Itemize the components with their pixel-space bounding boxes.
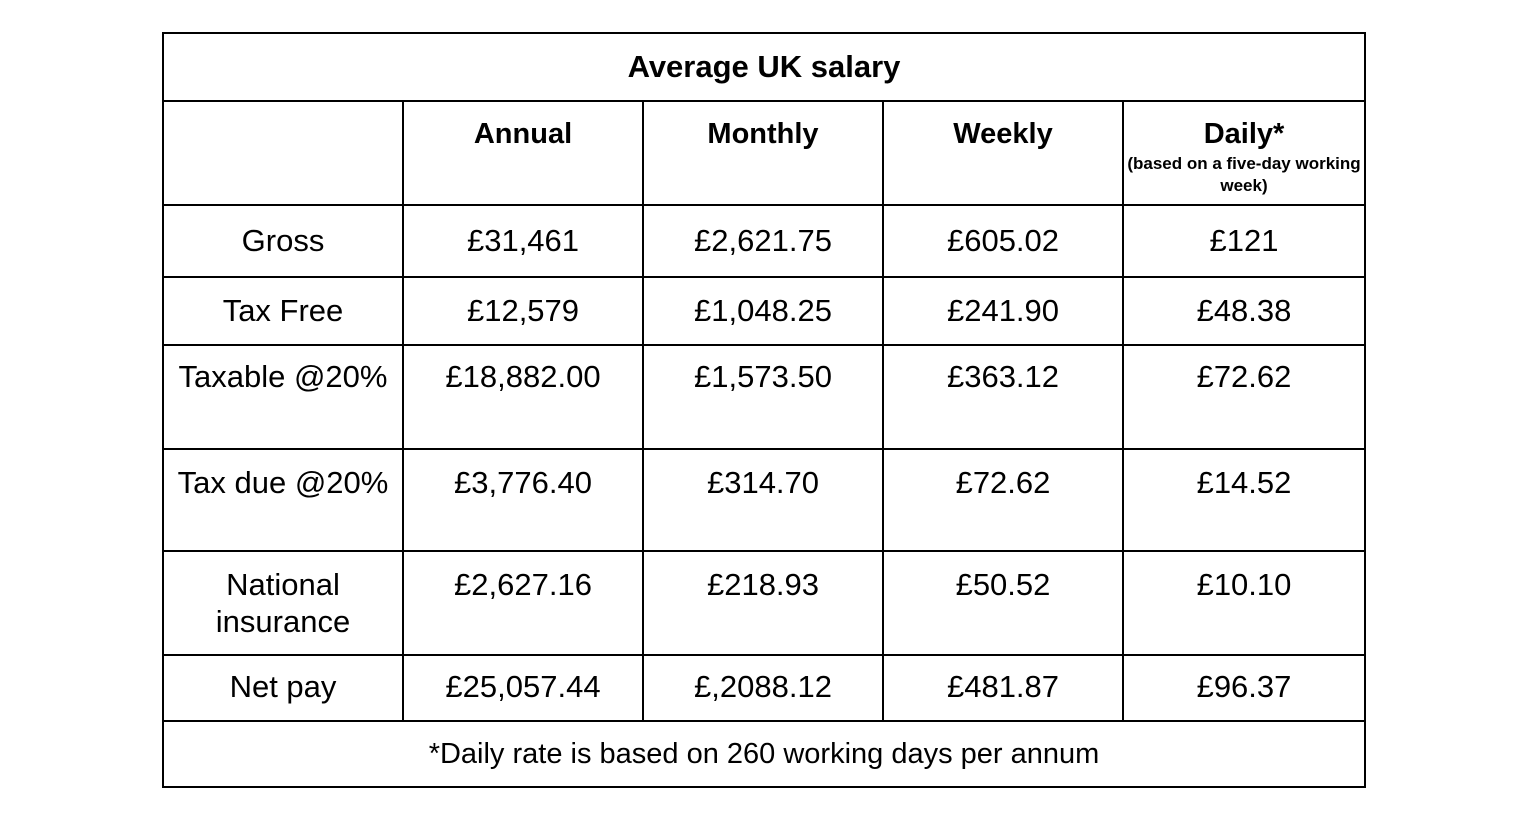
cell-weekly: £605.02: [882, 204, 1124, 278]
title-row: Average UK salary: [162, 32, 1366, 102]
cell-weekly: £50.52: [882, 550, 1124, 656]
cell-daily: £48.38: [1122, 276, 1366, 346]
cell-annual: £18,882.00: [402, 344, 644, 450]
row-label: Tax Free: [162, 276, 404, 346]
table-footnote: *Daily rate is based on 260 working days…: [162, 720, 1366, 788]
cell-daily: £10.10: [1122, 550, 1366, 656]
cell-daily: £121: [1122, 204, 1366, 278]
cell-weekly: £72.62: [882, 448, 1124, 552]
header-weekly: Weekly: [882, 100, 1124, 206]
header-annual-label: Annual: [473, 118, 573, 150]
row-label: Net pay: [162, 654, 404, 722]
header-annual: Annual: [402, 100, 644, 206]
cell-annual: £25,057.44: [402, 654, 644, 722]
cell-monthly: £1,573.50: [642, 344, 884, 450]
cell-weekly: £241.90: [882, 276, 1124, 346]
cell-monthly: £2,621.75: [642, 204, 884, 278]
header-daily-note: (based on a five-day working week): [1127, 154, 1361, 195]
table-row: Gross £31,461 £2,621.75 £605.02 £121: [162, 204, 1366, 278]
cell-daily: £72.62: [1122, 344, 1366, 450]
cell-daily: £14.52: [1122, 448, 1366, 552]
table-row: National insurance £2,627.16 £218.93 £50…: [162, 550, 1366, 656]
header-monthly-label: Monthly: [707, 118, 819, 150]
cell-monthly: £1,048.25: [642, 276, 884, 346]
row-label: Taxable @20%: [162, 344, 404, 450]
header-weekly-label: Weekly: [953, 118, 1053, 150]
table-row: Tax due @20% £3,776.40 £314.70 £72.62 £1…: [162, 448, 1366, 552]
table-row: Taxable @20% £18,882.00 £1,573.50 £363.1…: [162, 344, 1366, 450]
cell-annual: £12,579: [402, 276, 644, 346]
cell-daily: £96.37: [1122, 654, 1366, 722]
row-label: National insurance: [162, 550, 404, 656]
footer-row: *Daily rate is based on 260 working days…: [162, 720, 1366, 788]
row-label: Tax due @20%: [162, 448, 404, 552]
cell-monthly: £218.93: [642, 550, 884, 656]
row-label: Gross: [162, 204, 404, 278]
salary-table: Average UK salary Annual Monthly Weekly …: [162, 32, 1366, 788]
cell-annual: £31,461: [402, 204, 644, 278]
cell-weekly: £363.12: [882, 344, 1124, 450]
header-daily: Daily* (based on a five-day working week…: [1122, 100, 1366, 206]
cell-annual: £2,627.16: [402, 550, 644, 656]
cell-monthly: £,2088.12: [642, 654, 884, 722]
cell-monthly: £314.70: [642, 448, 884, 552]
table-row: Tax Free £12,579 £1,048.25 £241.90 £48.3…: [162, 276, 1366, 346]
header-row: Annual Monthly Weekly Daily* (based on a…: [162, 100, 1366, 206]
table-title: Average UK salary: [162, 32, 1366, 102]
cell-weekly: £481.87: [882, 654, 1124, 722]
header-empty: [162, 100, 404, 206]
header-monthly: Monthly: [642, 100, 884, 206]
table-row: Net pay £25,057.44 £,2088.12 £481.87 £96…: [162, 654, 1366, 722]
cell-annual: £3,776.40: [402, 448, 644, 552]
header-daily-label: Daily*: [1203, 118, 1285, 150]
